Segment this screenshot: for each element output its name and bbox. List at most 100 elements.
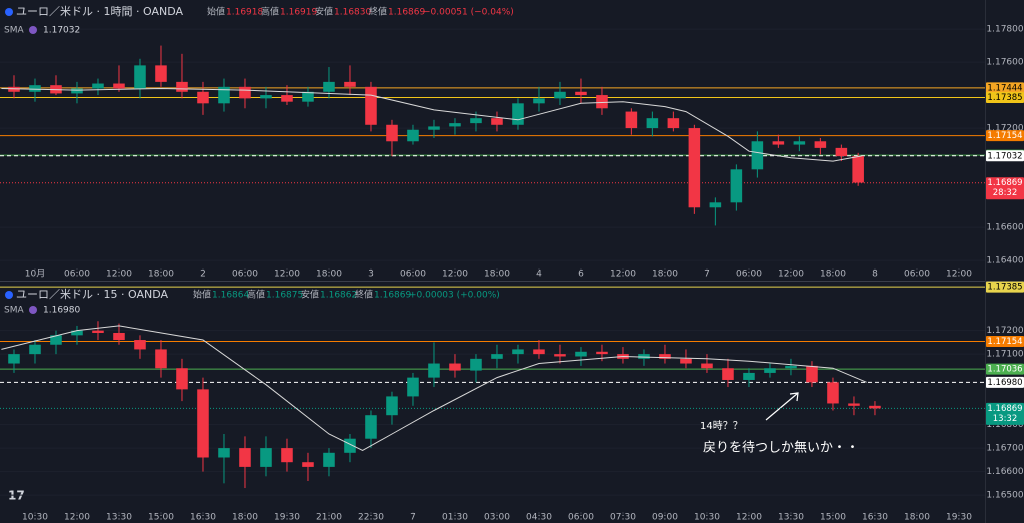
candle-body (344, 438, 356, 453)
candle-body (722, 368, 734, 380)
candle-body (407, 377, 419, 397)
candle-body (659, 354, 671, 359)
x-tick-label: 18:00 (652, 270, 678, 280)
candle-body (407, 129, 419, 142)
x-tick-label: 10:30 (22, 513, 48, 523)
x-tick-label: 21:00 (316, 513, 342, 523)
candle-body (814, 141, 827, 148)
price-tag (986, 281, 1024, 293)
ohlc-value: 1.16869 (374, 291, 411, 301)
x-tick-label: 3 (368, 270, 374, 280)
candle-body (533, 349, 545, 355)
candle-body (260, 448, 272, 467)
candle-body (625, 111, 638, 129)
countdown: 13:32 (993, 414, 1018, 424)
symbol-icon (5, 291, 13, 299)
x-tick-label: 22:30 (358, 513, 384, 523)
ohlc-value: 1.16919 (280, 8, 317, 18)
candle-body (197, 91, 209, 104)
annotation: 14時？？ (700, 420, 743, 432)
candle-body (260, 95, 272, 99)
price-tag (986, 177, 1024, 200)
sma-name: SMA (4, 26, 24, 36)
candle-body (835, 147, 848, 157)
candle-body (134, 340, 146, 350)
candle-body (29, 344, 41, 355)
candle-body (688, 128, 701, 208)
x-tick-label: 18:00 (148, 270, 174, 280)
x-tick-label: 10:30 (694, 513, 720, 523)
candle-body (176, 81, 188, 92)
candle-body (852, 156, 864, 183)
y-tick-label: 1.16500 (986, 491, 1023, 501)
candle-body (701, 363, 713, 369)
sma-line (1, 325, 867, 451)
candle-body (8, 354, 20, 364)
candle-body (134, 65, 146, 89)
arrow-head (789, 392, 799, 402)
x-tick-label: 12:00 (736, 513, 762, 523)
symbol-icon (5, 8, 13, 16)
price-tag-label: 1.17154 (987, 337, 1022, 347)
candle-body (764, 368, 776, 373)
price-tag-label: 1.17385 (987, 93, 1022, 103)
candle-body (302, 462, 314, 467)
candle-body (218, 86, 230, 104)
x-tick-label: 12:00 (274, 270, 300, 280)
price-tag-label: 1.16980 (987, 378, 1022, 388)
candle-body (197, 389, 209, 458)
ohlc-label: 終値 (355, 289, 373, 301)
x-tick-label: 13:30 (106, 513, 132, 523)
ohlc-value: 1.16830 (334, 8, 371, 18)
x-tick-label: 06:00 (64, 270, 90, 280)
x-tick-label: 8 (872, 270, 878, 280)
candle-body (575, 91, 587, 96)
candle-body (71, 88, 83, 94)
candle-body (785, 365, 797, 369)
x-tick-label: 19:30 (274, 513, 300, 523)
candle-body (428, 363, 440, 378)
x-tick-label: 18:00 (316, 270, 342, 280)
x-tick-label: 06:00 (400, 270, 426, 280)
x-tick-label: 01:30 (442, 513, 468, 523)
x-tick-label: 06:00 (904, 270, 930, 280)
price-tag-label: 1.17444 (987, 83, 1022, 93)
x-tick-label: 12:00 (778, 270, 804, 280)
price-tag-label: 1.17032 (987, 151, 1022, 161)
y-tick-label: 1.17100 (986, 350, 1023, 360)
x-tick-label: 18:00 (904, 513, 930, 523)
x-tick-label: 13:30 (778, 513, 804, 523)
candle-body (806, 365, 818, 383)
price-tag (986, 402, 1024, 425)
price-tag (986, 363, 1024, 375)
y-tick-label: 1.17600 (986, 58, 1023, 68)
sma-icon (29, 26, 37, 34)
candle-body (869, 405, 881, 409)
ohlc-value: 1.16918 (226, 8, 263, 18)
change: +0.00003 (+0.00%) (409, 291, 500, 301)
x-tick-label: 12:00 (946, 270, 972, 280)
annotation: 戻りを待つしか無いか・・ (703, 441, 859, 456)
candle-body (8, 86, 20, 92)
x-tick-label: 12:00 (64, 513, 90, 523)
candle-body (344, 81, 356, 87)
price-tag (986, 92, 1024, 104)
candle-body (176, 368, 188, 390)
arrow (765, 392, 799, 421)
x-tick-label: 09:00 (652, 513, 678, 523)
symbol-title: ユーロ／米ドル · 1時間 · OANDA (16, 5, 183, 18)
candle-body (554, 91, 566, 99)
candle-body (743, 372, 755, 380)
candle-body (491, 118, 503, 125)
y-tick-label: 1.16700 (986, 444, 1023, 454)
ohlc-label: 安値 (315, 6, 333, 18)
candle-body (491, 354, 503, 359)
ohlc-value: 1.16875 (266, 291, 303, 301)
x-tick-label: 12:00 (106, 270, 132, 280)
ohlc-label: 終値 (369, 6, 387, 18)
x-tick-label: 06:00 (568, 513, 594, 523)
candle-body (596, 95, 608, 109)
symbol-title: ユーロ／米ドル · 15 · OANDA (16, 288, 168, 301)
x-tick-label: 06:00 (232, 270, 258, 280)
